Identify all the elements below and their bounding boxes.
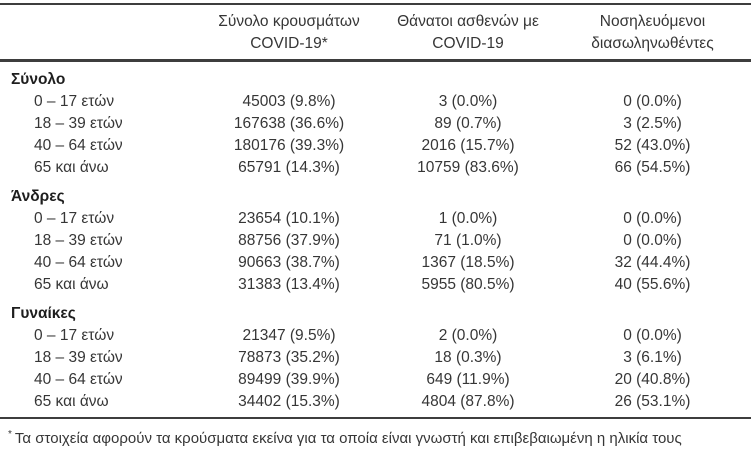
footnote-text: Τα στοιχεία αφορούν τα κρούσματα εκείνα … [14,430,682,447]
deaths-value: 1367 (18.5%) [421,254,515,271]
column-header-deaths-line2: COVID-19 [432,35,504,52]
table-row: 65 και άνω 34402 (15.3%) 4804 (87.8%) 26… [0,391,751,413]
column-header-intubated-line1: Νοσηλευόμενοι [599,13,706,30]
intubated-value: 0 (0.0%) [623,210,682,227]
age-group-label: 40 – 64 ετών [34,371,123,388]
column-header-cases-line2: COVID-19* [250,35,328,52]
age-group-label: 0 – 17 ετών [34,210,115,227]
cases-value: 88756 (37.9%) [238,232,340,249]
age-group-label: 18 – 39 ετών [34,115,123,132]
table-row: 65 και άνω 31383 (13.4%) 5955 (80.5%) 40… [0,274,751,296]
intubated-value: 32 (44.4%) [614,254,691,271]
age-group-label: 65 και άνω [34,159,109,176]
age-group-label: 65 και άνω [34,393,109,410]
cases-value: 45003 (9.8%) [242,93,336,110]
footnote: * Τα στοιχεία αφορούν τα κρούσματα εκείνα… [0,417,751,449]
intubated-value: 40 (55.6%) [614,276,691,293]
deaths-value: 649 (11.9%) [426,371,510,388]
table-row: 40 – 64 ετών 89499 (39.9%) 649 (11.9%) 2… [0,369,751,391]
cases-value: 89499 (39.9%) [238,371,340,388]
table-header-row: Σύνολο κρουσμάτων COVID-19* Θάνατοι ασθε… [0,5,751,62]
table-row: 18 – 39 ετών 88756 (37.9%) 71 (1.0%) 0 (… [0,230,751,252]
intubated-value: 0 (0.0%) [623,232,682,249]
covid-age-statistics-table: Σύνολο κρουσμάτων COVID-19* Θάνατοι ασθε… [0,3,751,449]
table-row: 65 και άνω 65791 (14.3%) 10759 (83.6%) 6… [0,157,751,179]
age-group-label: 65 και άνω [34,276,109,293]
deaths-value: 89 (0.7%) [434,115,502,132]
deaths-value: 4804 (87.8%) [421,393,515,410]
intubated-value: 26 (53.1%) [614,393,691,410]
cases-value: 65791 (14.3%) [238,159,340,176]
section-header-women: Γυναίκες [0,296,751,325]
intubated-value: 20 (40.8%) [614,371,691,388]
section-label: Γυναίκες [11,305,76,322]
intubated-value: 52 (43.0%) [614,137,691,154]
cases-value: 90663 (38.7%) [238,254,340,271]
table-row: 18 – 39 ετών 78873 (35.2%) 18 (0.3%) 3 (… [0,347,751,369]
deaths-value: 1 (0.0%) [438,210,498,227]
intubated-value: 3 (6.1%) [623,349,682,366]
table-row: 40 – 64 ετών 180176 (39.3%) 2016 (15.7%)… [0,135,751,157]
age-group-label: 18 – 39 ετών [34,232,123,249]
table-row: 40 – 64 ετών 90663 (38.7%) 1367 (18.5%) … [0,252,751,274]
section-header-men: Άνδρες [0,179,751,208]
table-row: 0 – 17 ετών 21347 (9.5%) 2 (0.0%) 0 (0.0… [0,325,751,347]
section-label: Άνδρες [11,188,65,205]
cases-value: 34402 (15.3%) [238,393,340,410]
cases-value: 167638 (36.6%) [233,115,345,132]
section-header-total: Σύνολο [0,62,751,91]
column-header-deaths: Θάνατοι ασθενών με COVID-19 [382,11,554,55]
column-header-cases-line1: Σύνολο κρουσμάτων [218,13,360,30]
column-header-intubated: Νοσηλευόμενοι διασωληνωθέντες [554,11,751,55]
deaths-value: 71 (1.0%) [434,232,502,249]
cases-value: 23654 (10.1%) [238,210,340,227]
deaths-value: 2016 (15.7%) [421,137,515,154]
cases-value: 78873 (35.2%) [238,349,340,366]
cases-value: 180176 (39.3%) [233,137,345,154]
column-header-intubated-line2: διασωληνωθέντες [591,35,714,52]
age-group-label: 40 – 64 ετών [34,254,123,271]
column-header-deaths-line1: Θάνατοι ασθενών με [397,13,539,30]
cases-value: 21347 (9.5%) [242,327,336,344]
column-header-cases: Σύνολο κρουσμάτων COVID-19* [196,11,382,55]
cases-value: 31383 (13.4%) [238,276,340,293]
age-group-label: 18 – 39 ετών [34,349,123,366]
deaths-value: 2 (0.0%) [438,327,498,344]
intubated-value: 0 (0.0%) [623,93,682,110]
intubated-value: 0 (0.0%) [623,327,682,344]
table-row: 18 – 39 ετών 167638 (36.6%) 89 (0.7%) 3 … [0,113,751,135]
covid-age-statistics-table-page: Σύνολο κρουσμάτων COVID-19* Θάνατοι ασθε… [0,3,751,468]
deaths-value: 5955 (80.5%) [421,276,515,293]
section-label: Σύνολο [11,71,66,88]
table-row: 0 – 17 ετών 23654 (10.1%) 1 (0.0%) 0 (0.… [0,208,751,230]
deaths-value: 3 (0.0%) [438,93,498,110]
intubated-value: 3 (2.5%) [623,115,682,132]
deaths-value: 18 (0.3%) [434,349,502,366]
age-group-label: 0 – 17 ετών [34,93,115,110]
age-group-label: 0 – 17 ετών [34,327,115,344]
intubated-value: 66 (54.5%) [614,159,691,176]
footnote-asterisk-marker: * [8,429,12,440]
age-group-label: 40 – 64 ετών [34,137,123,154]
deaths-value: 10759 (83.6%) [417,159,519,176]
table-row: 0 – 17 ετών 45003 (9.8%) 3 (0.0%) 0 (0.0… [0,91,751,113]
